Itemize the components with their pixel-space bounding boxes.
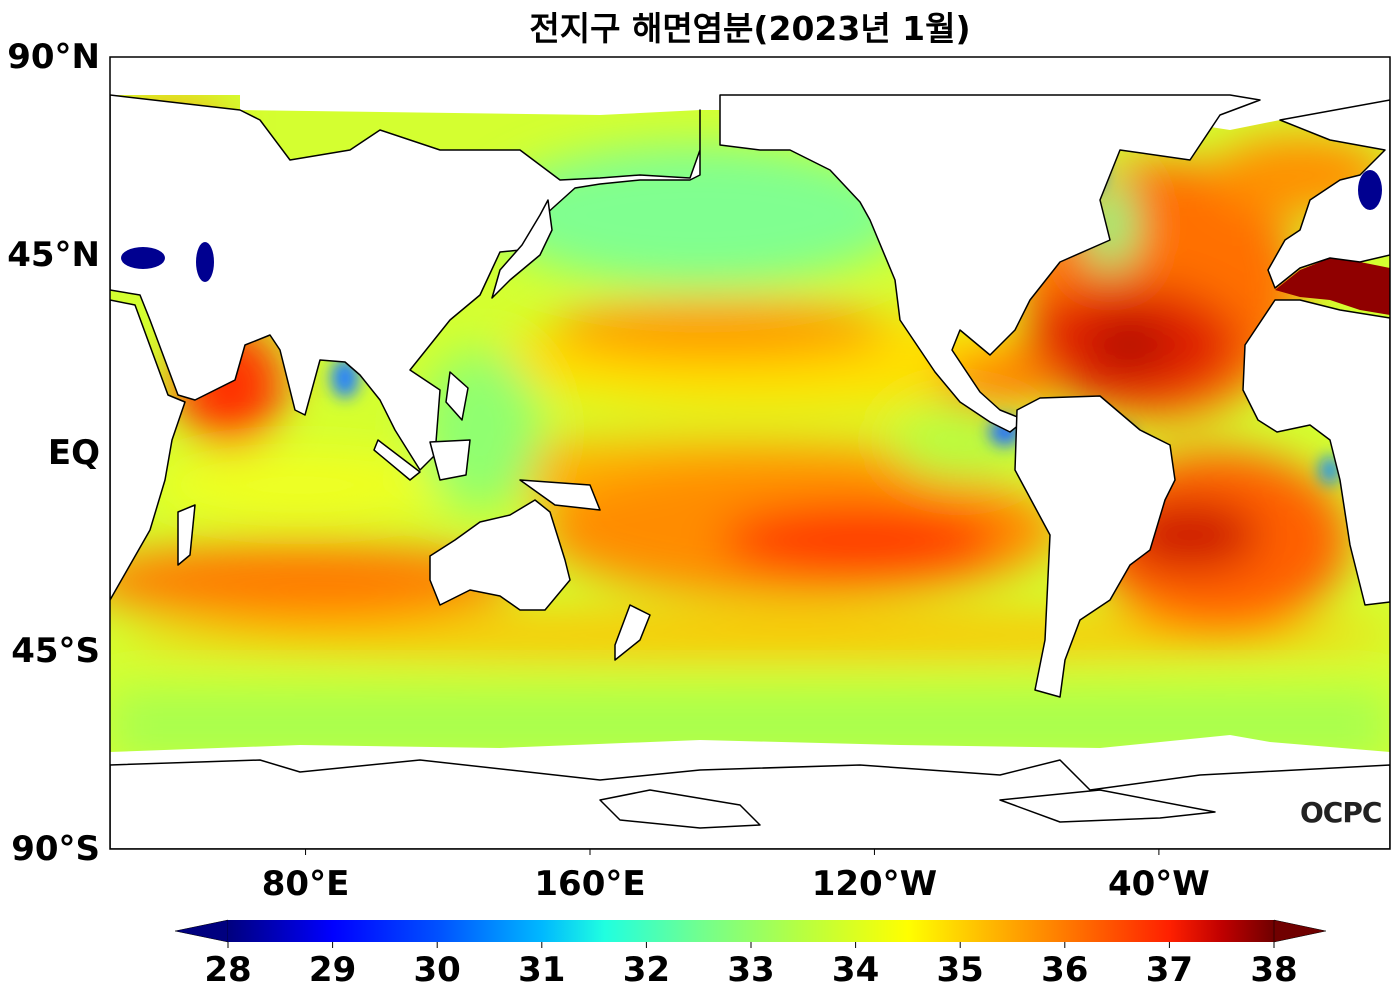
colorbar-tick-label: 29 <box>308 950 357 990</box>
colorbar-tick-label: 38 <box>1250 950 1298 990</box>
lat-label: EQ <box>47 433 100 473</box>
antarctica-inner-coast <box>599 789 1216 829</box>
lat-label: 90°S <box>11 829 100 869</box>
south-america <box>1014 395 1176 698</box>
black-sea <box>121 247 165 269</box>
africa-west-landmass <box>1242 299 1390 606</box>
colorbar-tick-label: 35 <box>936 950 984 990</box>
caspian-sea <box>196 242 214 282</box>
mediterranean-sea <box>1275 258 1390 315</box>
lat-label: 45°N <box>7 235 100 275</box>
africa-east-landmass <box>110 299 186 601</box>
lon-label: 120°W <box>811 864 938 904</box>
north-america <box>719 94 1261 433</box>
antarctic-no-data <box>110 735 1390 849</box>
madagascar <box>177 504 196 566</box>
lat-label: 90°N <box>7 37 100 77</box>
europe <box>1267 99 1390 289</box>
map-title: 전지구 해면염분(2023년 1월) <box>529 9 971 48</box>
colorbar-tick-label: 37 <box>1145 950 1194 990</box>
antarctica <box>110 759 1390 849</box>
colorbar-tick-label: 30 <box>413 950 461 990</box>
lon-label: 80°E <box>261 864 350 904</box>
lon-label: 160°E <box>534 864 646 904</box>
land-masses <box>110 94 1390 849</box>
colorbar-tick-label: 33 <box>727 950 775 990</box>
colorbar <box>228 920 1274 942</box>
colorbar-extend-low <box>174 919 229 943</box>
sumatra <box>373 439 421 481</box>
colorbar-tick-label: 31 <box>518 950 566 990</box>
colorbar-tick-label: 32 <box>622 950 671 990</box>
borneo <box>429 439 471 481</box>
colorbar-tick-label: 34 <box>831 950 880 990</box>
colorbar-tick-label: 36 <box>1041 950 1089 990</box>
colorbar-tick-label: 28 <box>204 950 252 990</box>
asia-landmass <box>110 94 701 471</box>
philippines <box>445 371 469 421</box>
ocpc-logo: OCPC <box>1300 796 1382 829</box>
new-guinea <box>519 479 601 511</box>
colorbar-extend-high <box>1273 919 1327 943</box>
japan <box>491 199 553 299</box>
lat-label: 45°S <box>11 631 100 671</box>
australia <box>429 499 571 611</box>
new-zealand <box>614 604 651 661</box>
map-frame <box>109 56 1391 850</box>
baltic-sea <box>1358 170 1382 210</box>
arctic-no-data <box>110 57 1390 95</box>
lon-label: 40°W <box>1107 864 1210 904</box>
